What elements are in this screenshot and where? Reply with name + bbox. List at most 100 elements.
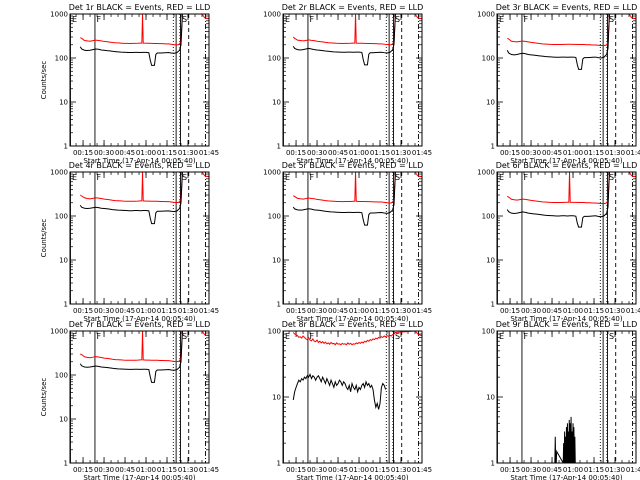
x-tick-label: 00:30 bbox=[521, 149, 541, 157]
y-axis-label: Counts/sec bbox=[40, 219, 48, 258]
y-tick-label: 100 bbox=[268, 328, 281, 336]
x-tick-label: 00:30 bbox=[521, 466, 541, 474]
marker-label: F bbox=[309, 15, 314, 24]
x-axis-label: Start Time (17-Apr-14 00:05:40) bbox=[510, 474, 622, 480]
x-tick-label: 01:15 bbox=[584, 149, 604, 157]
chart-panel-4: Det 4r BLACK = Events, RED = LLD 1 10 100 10… bbox=[40, 161, 219, 323]
x-tick-label: 01:45 bbox=[199, 307, 219, 315]
x-axis-label: Start Time (17-Apr-14 00:05:40) bbox=[296, 474, 408, 480]
events-series-line bbox=[554, 416, 576, 463]
y-tick-label: 100 bbox=[268, 213, 281, 221]
lld-series-line bbox=[79, 172, 209, 204]
x-axis-label: Start Time (17-Apr-14 00:05:40) bbox=[510, 315, 622, 323]
y-tick-label: 1 bbox=[64, 460, 68, 468]
chart-panel-8: Det 8r BLACK = Events, RED = LLD 1 10 100 00… bbox=[268, 320, 432, 480]
x-axis-label: Start Time (17-Apr-14 00:05:40) bbox=[510, 157, 622, 165]
x-tick-label: 00:45 bbox=[542, 307, 562, 315]
lld-series-line bbox=[507, 172, 636, 205]
x-tick-label: 01:45 bbox=[626, 149, 640, 157]
x-tick-label: 01:45 bbox=[412, 149, 432, 157]
marker-label: F bbox=[309, 173, 314, 182]
x-tick-label: 01:30 bbox=[178, 307, 198, 315]
chart-title: Det 3r BLACK = Events, RED = LLD bbox=[496, 3, 638, 12]
x-tick-label: 01:00 bbox=[349, 149, 369, 157]
y-tick-label: 1 bbox=[277, 143, 281, 151]
plot-frame bbox=[69, 13, 210, 147]
x-tick-label: 01:30 bbox=[605, 466, 625, 474]
x-tick-label: 00:30 bbox=[307, 149, 327, 157]
y-tick-label: 10 bbox=[272, 99, 281, 107]
marker-label: S bbox=[609, 173, 614, 182]
x-tick-label: 01:15 bbox=[584, 307, 604, 315]
chart-title: Det 8r BLACK = Events, RED = LLD bbox=[282, 320, 424, 329]
x-tick-label: 00:15 bbox=[286, 466, 306, 474]
y-tick-label: 1 bbox=[491, 460, 495, 468]
x-tick-label: 01:00 bbox=[563, 307, 583, 315]
y-tick-label: 1000 bbox=[263, 11, 281, 19]
marker-label: E bbox=[499, 332, 504, 341]
y-tick-label: 1000 bbox=[50, 11, 68, 19]
x-tick-label: 01:00 bbox=[349, 466, 369, 474]
marker-label: E bbox=[72, 332, 77, 341]
x-tick-label: 00:15 bbox=[500, 149, 520, 157]
x-tick-label: 01:00 bbox=[563, 466, 583, 474]
y-tick-label: 1 bbox=[491, 143, 495, 151]
x-tick-label: 00:45 bbox=[115, 307, 135, 315]
plot-frame bbox=[282, 330, 423, 464]
y-tick-label: 10 bbox=[486, 99, 495, 107]
y-tick-label: 10 bbox=[59, 99, 68, 107]
x-tick-label: 00:15 bbox=[500, 307, 520, 315]
chart-panel-6: Det 6r BLACK = Events, RED = LLD 1 10 100 10… bbox=[477, 161, 640, 323]
marker-label: E bbox=[72, 15, 77, 24]
marker-label: S bbox=[182, 332, 187, 341]
marker-label: F bbox=[523, 332, 528, 341]
y-tick-label: 10 bbox=[59, 257, 68, 265]
y-tick-label: 100 bbox=[55, 55, 68, 63]
x-tick-label: 00:45 bbox=[115, 149, 135, 157]
x-tick-label: 01:00 bbox=[563, 149, 583, 157]
chart-title: Det 2r BLACK = Events, RED = LLD bbox=[282, 3, 424, 12]
x-tick-label: 01:15 bbox=[370, 307, 390, 315]
y-tick-label: 100 bbox=[482, 55, 495, 63]
x-tick-label: 01:30 bbox=[178, 466, 198, 474]
x-axis-label: Start Time (17-Apr-14 00:05:40) bbox=[296, 157, 408, 165]
y-tick-label: 10 bbox=[272, 257, 281, 265]
marker-label: S bbox=[395, 173, 400, 182]
marker-label: F bbox=[96, 173, 101, 182]
x-tick-label: 01:00 bbox=[349, 307, 369, 315]
marker-label: E bbox=[499, 15, 504, 24]
x-tick-label: 01:45 bbox=[412, 307, 432, 315]
marker-label: S bbox=[609, 15, 614, 24]
marker-label: F bbox=[309, 332, 314, 341]
marker-label: F bbox=[523, 173, 528, 182]
events-series-line bbox=[506, 14, 610, 70]
y-tick-label: 1000 bbox=[50, 169, 68, 177]
x-tick-label: 00:45 bbox=[328, 307, 348, 315]
x-tick-label: 00:45 bbox=[115, 466, 135, 474]
plot-frame bbox=[282, 13, 423, 147]
lld-series-line bbox=[292, 14, 422, 46]
lld-series-line bbox=[80, 14, 209, 46]
x-tick-label: 01:45 bbox=[199, 149, 219, 157]
chart-panel-7: Det 7r BLACK = Events, RED = LLD 1 10 100 10… bbox=[40, 320, 219, 480]
chart-title: Det 5r BLACK = Events, RED = LLD bbox=[282, 161, 424, 170]
chart-panel-5: Det 5r BLACK = Events, RED = LLD 1 10 100 10… bbox=[263, 161, 432, 323]
y-tick-label: 1 bbox=[64, 143, 68, 151]
lld-series-line bbox=[293, 172, 422, 204]
lld-series-line bbox=[80, 331, 209, 363]
chart-panel-9: Det 9r BLACK = Events, RED = LLD 1 10 100 00… bbox=[482, 320, 640, 480]
marker-label: F bbox=[96, 332, 101, 341]
x-tick-label: 01:30 bbox=[391, 466, 411, 474]
marker-label: S bbox=[182, 173, 187, 182]
marker-label: E bbox=[72, 173, 77, 182]
x-tick-label: 01:30 bbox=[178, 149, 198, 157]
y-tick-label: 100 bbox=[268, 55, 281, 63]
marker-label: S bbox=[395, 15, 400, 24]
events-series-line bbox=[292, 14, 396, 66]
chart-title: Det 4r BLACK = Events, RED = LLD bbox=[69, 161, 211, 170]
x-tick-label: 00:15 bbox=[73, 466, 93, 474]
y-tick-label: 1 bbox=[277, 460, 281, 468]
x-tick-label: 01:45 bbox=[626, 307, 640, 315]
events-series-line bbox=[292, 172, 396, 226]
